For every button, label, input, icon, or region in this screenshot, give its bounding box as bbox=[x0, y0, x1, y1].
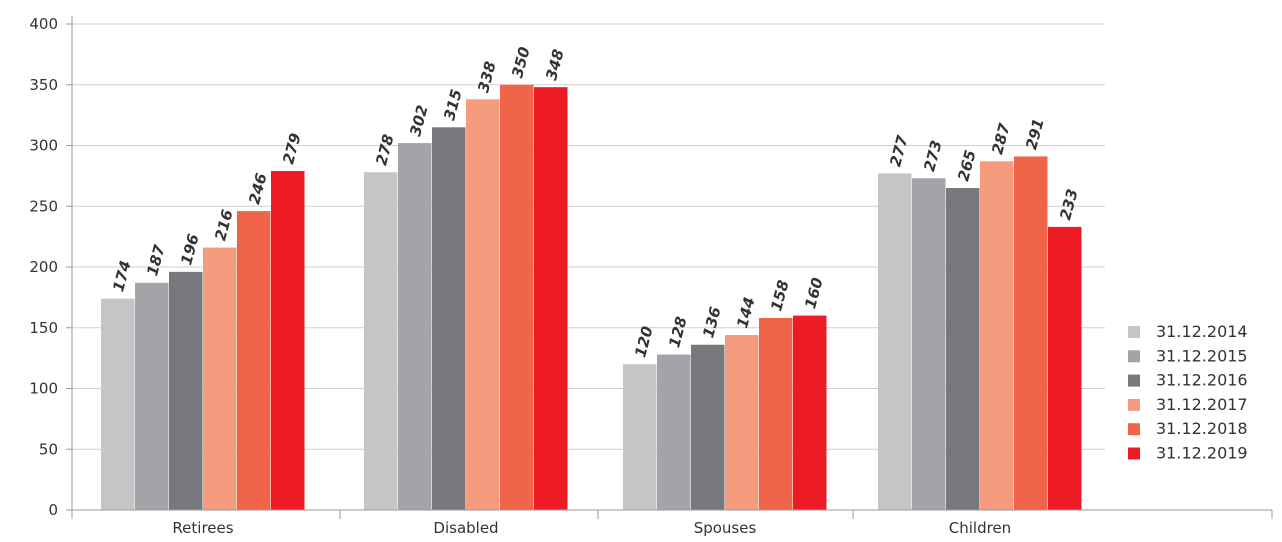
bar-disabled-31-12-2019 bbox=[534, 87, 568, 511]
bar-children-31-12-2018 bbox=[1014, 156, 1048, 510]
bar-spouses-31-12-2018 bbox=[759, 318, 793, 510]
data-label-children-31-12-2018: 291 bbox=[1022, 117, 1047, 152]
bar-children-31-12-2016 bbox=[946, 188, 980, 510]
data-label-retirees-31-12-2015: 187 bbox=[143, 242, 169, 277]
data-label-retirees-31-12-2014: 174 bbox=[109, 259, 134, 294]
y-tick-label-0: 0 bbox=[48, 501, 58, 519]
x-tick-label-spouses: Spouses bbox=[694, 519, 757, 537]
legend: 31.12.2014 31.12.2015 31.12.2016 31.12.2017… bbox=[1128, 322, 1248, 463]
bars bbox=[101, 84, 1082, 511]
y-tick-label-350: 350 bbox=[29, 76, 58, 94]
legend-swatch-31-12-2015 bbox=[1128, 350, 1140, 363]
y-tick-label-400: 400 bbox=[29, 15, 58, 33]
x-tick-label-retirees: Retirees bbox=[172, 519, 233, 537]
x-tick-label-children: Children bbox=[949, 519, 1011, 537]
data-label-children-31-12-2017: 287 bbox=[988, 121, 1014, 156]
legend-swatch-31-12-2016 bbox=[1128, 374, 1140, 387]
legend-swatch-31-12-2017 bbox=[1128, 398, 1140, 411]
legend-label-31-12-2016: 31.12.2016 bbox=[1156, 371, 1248, 390]
data-label-disabled-31-12-2017: 338 bbox=[474, 59, 499, 94]
y-tick-label-250: 250 bbox=[29, 197, 58, 215]
bar-spouses-31-12-2015 bbox=[657, 354, 691, 510]
bar-disabled-31-12-2016 bbox=[432, 127, 466, 511]
bar-spouses-31-12-2019 bbox=[793, 315, 827, 510]
data-label-disabled-31-12-2018: 350 bbox=[508, 45, 533, 80]
data-label-disabled-31-12-2014: 278 bbox=[372, 132, 397, 167]
data-label-disabled-31-12-2015: 302 bbox=[406, 103, 431, 138]
data-label-children-31-12-2019: 233 bbox=[1056, 187, 1081, 222]
legend-swatch-31-12-2018 bbox=[1128, 423, 1140, 436]
data-label-disabled-31-12-2019: 348 bbox=[542, 47, 567, 82]
data-label-spouses-31-12-2018: 158 bbox=[767, 278, 792, 313]
bar-retirees-31-12-2015 bbox=[135, 282, 169, 510]
data-label-children-31-12-2016: 265 bbox=[954, 148, 979, 183]
bar-retirees-31-12-2014 bbox=[101, 298, 135, 510]
bar-retirees-31-12-2017 bbox=[203, 247, 237, 510]
data-label-spouses-31-12-2016: 136 bbox=[699, 305, 724, 340]
legend-swatch-31-12-2014 bbox=[1128, 326, 1140, 338]
data-label-retirees-31-12-2018: 246 bbox=[245, 171, 270, 206]
bar-disabled-31-12-2018 bbox=[500, 84, 534, 510]
legend-label-31-12-2018: 31.12.2018 bbox=[1156, 419, 1248, 438]
x-axis: Retirees Disabled Spouses Children bbox=[71, 16, 1273, 537]
bar-disabled-31-12-2014 bbox=[364, 172, 398, 511]
y-tick-label-50: 50 bbox=[39, 440, 58, 458]
bar-retirees-31-12-2019 bbox=[271, 171, 305, 510]
legend-label-31-12-2014: 31.12.2014 bbox=[1156, 322, 1248, 341]
y-tick-label-100: 100 bbox=[29, 380, 58, 398]
legend-label-31-12-2019: 31.12.2019 bbox=[1156, 444, 1248, 463]
x-tick-label-disabled: Disabled bbox=[433, 519, 498, 537]
data-label-retirees-31-12-2017: 216 bbox=[211, 208, 236, 243]
bar-children-31-12-2015 bbox=[912, 178, 946, 510]
data-label-spouses-31-12-2019: 160 bbox=[801, 276, 826, 311]
bar-children-31-12-2019 bbox=[1048, 226, 1082, 510]
data-label-spouses-31-12-2015: 128 bbox=[665, 315, 690, 350]
legend-swatch-31-12-2019 bbox=[1128, 447, 1140, 460]
y-axis-ticks: 0 50 100 150 200 250 300 350 400 bbox=[29, 15, 72, 519]
bar-children-31-12-2017 bbox=[980, 161, 1014, 511]
bar-spouses-31-12-2014 bbox=[623, 364, 657, 510]
data-label-retirees-31-12-2019: 279 bbox=[279, 131, 304, 166]
bar-disabled-31-12-2015 bbox=[398, 143, 432, 510]
data-label-spouses-31-12-2017: 144 bbox=[733, 295, 758, 330]
bar-retirees-31-12-2018 bbox=[237, 211, 271, 511]
data-label-children-31-12-2015: 273 bbox=[920, 138, 945, 173]
bar-disabled-31-12-2017 bbox=[466, 99, 500, 510]
bar-spouses-31-12-2017 bbox=[725, 335, 759, 510]
bar-spouses-31-12-2016 bbox=[691, 344, 725, 510]
data-label-spouses-31-12-2014: 120 bbox=[631, 324, 656, 359]
y-tick-label-200: 200 bbox=[29, 258, 58, 276]
bar-children-31-12-2014 bbox=[878, 173, 912, 510]
legend-label-31-12-2015: 31.12.2015 bbox=[1156, 346, 1248, 365]
bar-retirees-31-12-2016 bbox=[169, 271, 203, 510]
legend-label-31-12-2017: 31.12.2017 bbox=[1156, 395, 1248, 414]
y-tick-label-150: 150 bbox=[29, 319, 58, 337]
data-label-retirees-31-12-2016: 196 bbox=[177, 232, 202, 267]
y-tick-label-300: 300 bbox=[29, 137, 58, 155]
data-label-disabled-31-12-2016: 315 bbox=[440, 87, 465, 122]
data-label-children-31-12-2014: 277 bbox=[886, 133, 912, 168]
